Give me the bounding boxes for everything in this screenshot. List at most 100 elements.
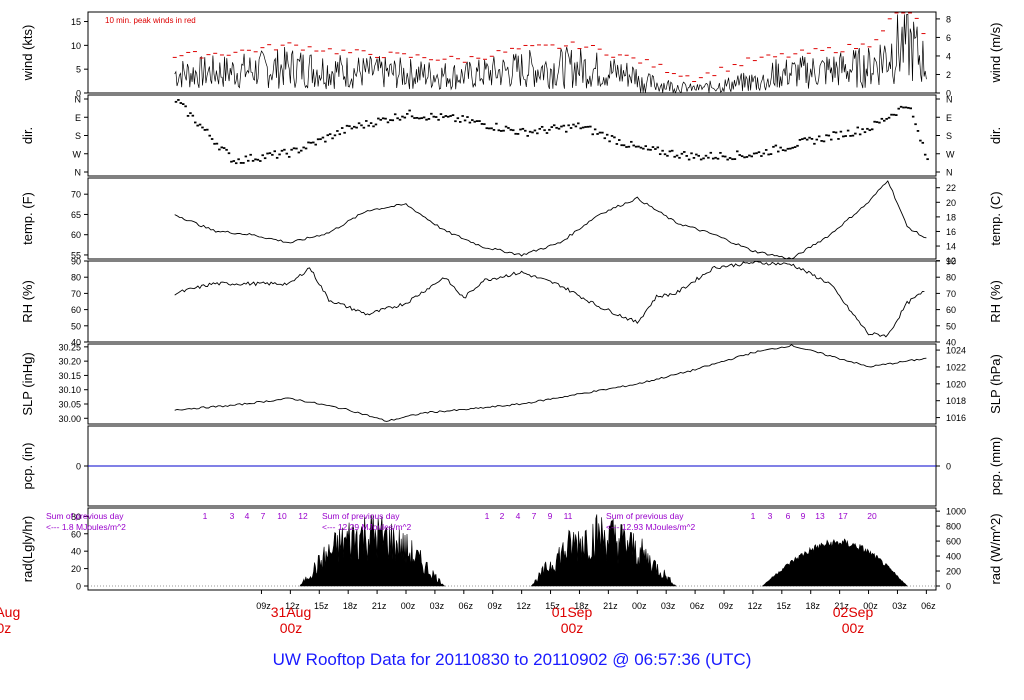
dir-point bbox=[827, 134, 831, 137]
dir-point bbox=[822, 140, 826, 143]
dir-point bbox=[526, 134, 529, 137]
x-tick-label: 12z bbox=[285, 601, 300, 611]
dir-point bbox=[230, 160, 233, 163]
rh-panel-frame bbox=[87, 260, 937, 343]
dir-point bbox=[437, 118, 440, 121]
slp-panel-tick-label-right: 1018 bbox=[946, 396, 966, 406]
dir-point bbox=[909, 107, 912, 110]
dir-point bbox=[473, 120, 476, 123]
dir-point bbox=[654, 148, 657, 150]
dir-point bbox=[687, 158, 691, 161]
wind-panel-frame bbox=[87, 11, 937, 94]
rh-panel-ylabel-right: RH (%) bbox=[988, 280, 1003, 323]
dir-point bbox=[656, 146, 660, 149]
pcp-panel-ylabel-left: pcp. (in) bbox=[20, 443, 35, 490]
dir-point bbox=[615, 143, 619, 145]
slp-panel-tick-label-left: 30.00 bbox=[58, 414, 81, 424]
dir-point bbox=[222, 147, 226, 149]
dir-point bbox=[386, 121, 390, 124]
rh-panel-tick-label-left: 50 bbox=[71, 321, 81, 331]
dir-point bbox=[919, 139, 922, 142]
wind-panel-tick-label-right: 0 bbox=[946, 89, 951, 99]
x-tick-label: 03z bbox=[892, 601, 907, 611]
dir-point bbox=[345, 124, 349, 127]
dir-point bbox=[174, 100, 178, 103]
slp-panel-tick-label-left: 30.10 bbox=[58, 385, 81, 395]
rad-hour-label: 4 bbox=[245, 511, 250, 521]
x-tick-label: 06z bbox=[921, 601, 936, 611]
dir-point bbox=[921, 141, 925, 144]
rad-summary-value: <--- 12.29 MJoules/m^2 bbox=[322, 522, 412, 532]
rh-panel-ylabel-left: RH (%) bbox=[20, 280, 35, 323]
dir-point bbox=[702, 157, 705, 160]
dir-point bbox=[430, 112, 433, 115]
dir-point bbox=[711, 157, 715, 160]
dir-point bbox=[849, 135, 852, 137]
dir-point bbox=[483, 123, 486, 126]
dir-point bbox=[372, 125, 375, 128]
dir-point bbox=[413, 117, 416, 119]
x-tick-label: 18z bbox=[343, 601, 358, 611]
dir-point bbox=[870, 128, 874, 131]
dir-point bbox=[454, 120, 457, 123]
dir-point bbox=[536, 132, 539, 135]
x-date-label: 30Aug bbox=[0, 604, 20, 620]
dir-point bbox=[868, 129, 872, 132]
dir-point bbox=[574, 125, 578, 128]
dir-point bbox=[728, 157, 732, 159]
rad-panel-ylabel-right: rad (W/m^2) bbox=[988, 513, 1003, 584]
dir-point bbox=[854, 132, 857, 135]
dir-panel-tick-label-left: E bbox=[75, 113, 81, 123]
dir-panel-tick-label-left: S bbox=[75, 131, 81, 141]
rad-panel-tick-label-left: 40 bbox=[71, 547, 81, 557]
temp-panel-tick-label-left: 60 bbox=[71, 230, 81, 240]
dir-point bbox=[307, 141, 310, 144]
dir-point bbox=[772, 145, 775, 148]
dir-point bbox=[750, 155, 753, 158]
dir-point bbox=[333, 134, 337, 137]
dir-point bbox=[369, 122, 373, 125]
dir-point bbox=[548, 128, 551, 131]
dir-point bbox=[328, 133, 332, 136]
dir-point bbox=[531, 131, 534, 134]
dir-point bbox=[777, 150, 780, 153]
dir-point bbox=[692, 156, 696, 159]
dir-point bbox=[459, 121, 462, 123]
dir-point bbox=[873, 120, 876, 123]
x-date-label: 02Sep bbox=[833, 604, 874, 620]
dir-point bbox=[620, 144, 623, 147]
dir-point bbox=[769, 153, 773, 155]
dir-point bbox=[425, 118, 428, 121]
dir-point bbox=[911, 115, 915, 118]
dir-point bbox=[839, 130, 843, 133]
dir-panel-tick-label-left: N bbox=[75, 168, 82, 178]
dir-point bbox=[724, 155, 727, 158]
dir-point bbox=[740, 155, 744, 158]
dir-point bbox=[377, 117, 380, 120]
dir-point bbox=[302, 146, 305, 149]
dir-point bbox=[304, 147, 308, 150]
dir-point bbox=[856, 126, 859, 129]
dir-point bbox=[603, 137, 607, 140]
dir-point bbox=[567, 124, 570, 127]
dir-point bbox=[557, 127, 561, 130]
wind-panel-tick-label-right: 4 bbox=[946, 51, 951, 61]
rad-panel-tick-label-right: 400 bbox=[946, 552, 961, 562]
dir-point bbox=[478, 120, 481, 122]
dir-point bbox=[745, 156, 749, 158]
dir-point bbox=[324, 140, 327, 143]
figure-title: UW Rooftop Data for 20110830 to 20110902… bbox=[272, 650, 752, 669]
dir-point bbox=[683, 151, 686, 153]
rh-trace bbox=[174, 260, 925, 338]
dir-point bbox=[685, 155, 688, 157]
x-date-label: 31Aug bbox=[271, 604, 311, 620]
dir-point bbox=[389, 119, 392, 121]
dir-point bbox=[832, 131, 835, 133]
dir-point bbox=[524, 129, 527, 132]
rad-hour-label: 9 bbox=[801, 511, 806, 521]
dir-point bbox=[584, 126, 587, 128]
dir-point bbox=[259, 160, 262, 162]
dir-point bbox=[673, 155, 676, 158]
dir-point bbox=[844, 135, 847, 137]
